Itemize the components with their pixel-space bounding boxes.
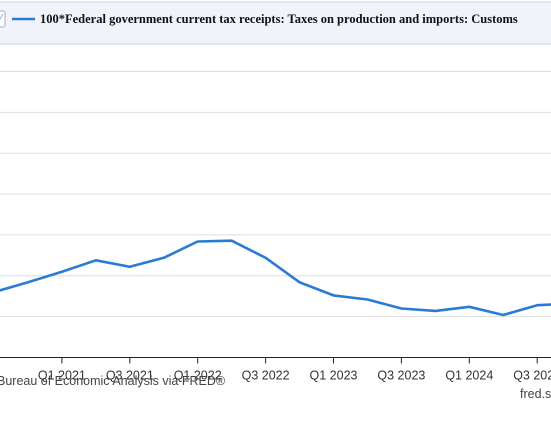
data-point[interactable] xyxy=(297,279,303,285)
legend-label: 100*Federal government current tax recei… xyxy=(40,12,518,26)
data-point[interactable] xyxy=(93,257,99,263)
legend-box xyxy=(0,1,551,45)
x-tick-label: Q1 2024 xyxy=(445,369,493,383)
data-point[interactable] xyxy=(534,302,540,308)
data-point[interactable] xyxy=(263,255,269,261)
x-tick-layer: Q1 2021 Q3 2021 Q1 2022 Q3 2022 Q1 2023 Q3 20… xyxy=(38,357,551,383)
data-point[interactable] xyxy=(161,255,167,261)
data-point[interactable] xyxy=(25,279,31,285)
data-point[interactable] xyxy=(500,312,506,318)
data-point[interactable] xyxy=(59,269,65,275)
data-point[interactable] xyxy=(331,292,337,298)
x-tick-label: Q3 2024 xyxy=(513,369,551,383)
data-point[interactable] xyxy=(365,297,371,303)
series-line xyxy=(0,239,551,317)
source-text: Bureau of Economic Analysis via FRED® xyxy=(0,374,226,388)
data-point[interactable] xyxy=(432,308,438,314)
data-point[interactable] xyxy=(398,306,404,312)
x-tick-label: Q1 2022 xyxy=(174,369,222,383)
x-tick-label: Q3 2021 xyxy=(106,369,154,383)
brand-link[interactable]: fred.s xyxy=(520,387,551,401)
grid-layer xyxy=(0,71,551,318)
data-point[interactable] xyxy=(229,238,235,244)
data-point[interactable] xyxy=(195,239,201,245)
x-tick-label: Q1 2023 xyxy=(310,369,358,383)
x-tick-label: Q1 2021 xyxy=(38,369,86,383)
legend-icon[interactable] xyxy=(0,10,6,28)
data-point[interactable] xyxy=(466,304,472,310)
data-point[interactable] xyxy=(127,264,133,270)
x-tick-label: Q3 2022 xyxy=(242,369,290,383)
x-tick-label: Q3 2023 xyxy=(377,369,425,383)
point-layer xyxy=(0,238,551,318)
